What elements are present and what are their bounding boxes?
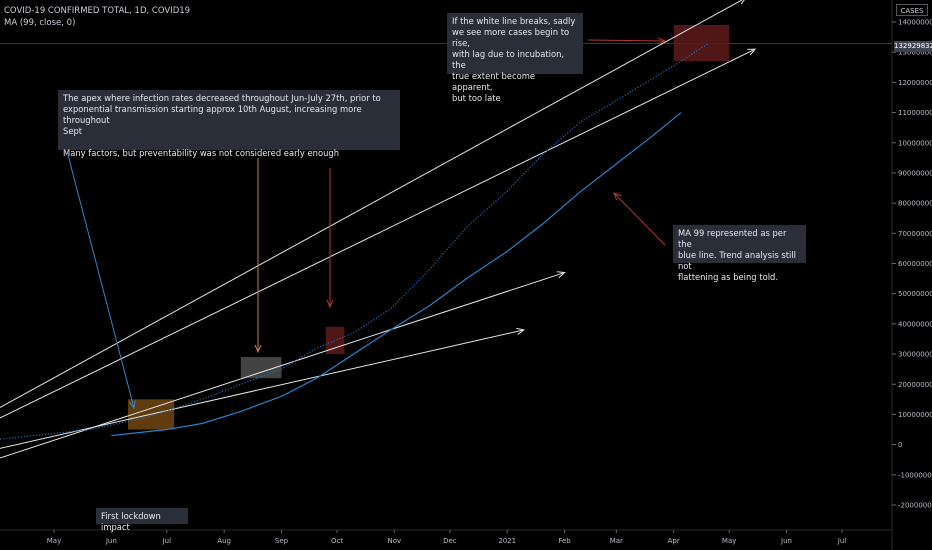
y-tick-label: 110000000 <box>898 109 932 117</box>
y-tick-label: 20000000 <box>898 381 932 389</box>
lockdown-annotation[interactable]: First lockdown impact <box>96 508 188 532</box>
series-line-2 <box>111 112 682 437</box>
highlight-boxes <box>0 25 892 430</box>
sep-arrow-head <box>326 299 334 309</box>
y-tick-label: -20000000 <box>898 502 932 510</box>
y-axis-labels: 140000000 130000000 120000000 110000000 1000… <box>891 0 932 550</box>
y-tick-label: 120000000 <box>898 79 932 87</box>
x-tick-label: Mar <box>610 537 623 545</box>
y-tick-label: 40000000 <box>898 320 932 328</box>
trend-arrowhead-4 <box>516 327 526 335</box>
x-tick-label: Dec <box>443 537 457 545</box>
indicator-legend: MA (99, close, 0) <box>4 18 76 28</box>
x-tick-label: 2021 <box>498 537 516 545</box>
trend-arrowhead-2 <box>747 48 757 56</box>
y-tick-label: 80000000 <box>898 200 932 208</box>
x-tick-label: Jun <box>105 537 117 545</box>
white-line-annotation[interactable]: If the white line breaks, sadly we see m… <box>447 13 583 103</box>
apex-annotation[interactable]: The apex where infection rates decreased… <box>58 90 400 158</box>
y-tick-label: 70000000 <box>898 230 932 238</box>
white-note-line1: If the white line breaks, sadly <box>452 16 576 26</box>
current-value-tag: 132929832 <box>894 41 932 52</box>
trend-arrowhead-3 <box>556 271 566 279</box>
white-note-line3: with lag due to incubation, the <box>452 49 565 70</box>
break-arrow-head <box>657 37 667 45</box>
ma-note-line1: MA 99 represented as per the <box>678 228 787 249</box>
lockdown-note-line1: First lockdown impact <box>101 511 161 532</box>
white-note-line5: but too late <box>452 93 501 103</box>
break-arrow <box>587 39 666 42</box>
y-tick-label: 130000000 <box>898 49 932 57</box>
y-tick-label: -10000000 <box>898 471 932 479</box>
y-tick-label: 90000000 <box>898 169 932 177</box>
ma-arrow-head <box>613 192 622 201</box>
white-note-line2: we see more cases begin to rise, <box>452 27 570 48</box>
trend-arrowhead-1 <box>740 0 745 5</box>
x-tick-label: Apr <box>668 537 680 545</box>
x-tick-label: Oct <box>331 537 343 545</box>
trend-line-4 <box>0 329 524 449</box>
ma-annotation[interactable]: MA 99 represented as per the blue line. … <box>673 225 806 282</box>
highlight-box-grey <box>240 357 282 379</box>
x-tick-label: Feb <box>558 537 571 545</box>
ma-note-line3: flattening as being told. <box>678 272 779 282</box>
series-line-1 <box>0 42 710 440</box>
trend-line-3 <box>0 272 565 459</box>
y-tick-label: 10000000 <box>898 411 932 419</box>
x-tick-label: Jun <box>780 537 792 545</box>
chart-symbol-title: COVID-19 CONFIRMED TOTAL, 1D, COVID19 <box>4 6 191 16</box>
y-tick-label: 60000000 <box>898 260 932 268</box>
apex-arrow-head <box>128 400 136 410</box>
apex-note-line3: Sept <box>63 126 83 136</box>
x-axis-labels: May Jun Jul Aug Sep Oct Nov Dec 2021 Feb Mar Apr May… <box>0 529 892 545</box>
series-lines <box>0 42 710 440</box>
apex-note-line1: The apex where infection rates decreased… <box>63 93 381 103</box>
trend-line-2 <box>0 48 756 419</box>
axis-unit-label[interactable]: CASES <box>896 4 928 16</box>
white-note-line4: true extent become apparent, <box>452 71 536 92</box>
x-tick-label: Jul <box>162 537 172 545</box>
trend-line-1 <box>0 0 743 409</box>
y-tick-label: 0 <box>898 441 902 449</box>
trend-lines <box>0 0 757 459</box>
annotation-arrows <box>67 37 667 410</box>
x-tick-label: Jul <box>837 537 847 545</box>
y-tick-label: 50000000 <box>898 290 932 298</box>
apex-note-line2: exponential transmission starting approx… <box>63 104 362 125</box>
x-tick-label: May <box>47 537 61 545</box>
x-tick-label: Nov <box>388 537 402 545</box>
ma-note-line2: blue line. Trend analysis still not <box>678 250 796 271</box>
y-tick-label: 140000000 <box>898 19 932 27</box>
x-tick-label: Aug <box>217 537 231 545</box>
x-tick-label: Sep <box>275 537 289 545</box>
x-tick-label: May <box>722 537 736 545</box>
highlight-box-red <box>673 25 730 62</box>
ma-arrow <box>613 192 666 246</box>
apex-arrow <box>67 154 135 409</box>
y-tick-label: 30000000 <box>898 351 932 359</box>
apex-note-line4: Many factors, but preventability was not… <box>63 148 339 158</box>
highlight-box-red <box>325 326 345 355</box>
aug-arrow-head <box>254 344 262 354</box>
